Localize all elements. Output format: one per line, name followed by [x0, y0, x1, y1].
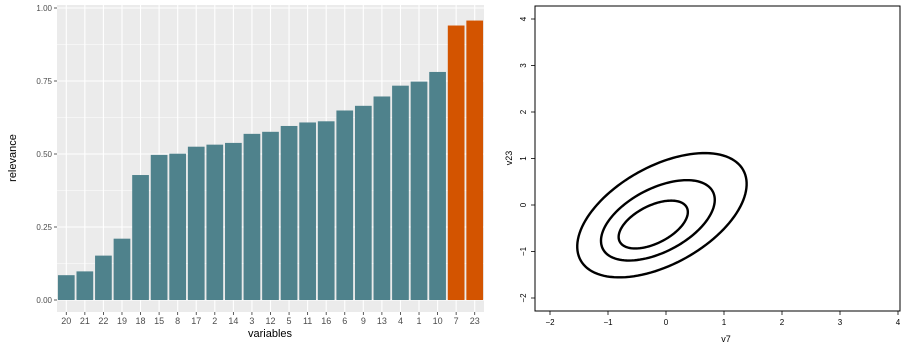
x-axis-label: variables [248, 328, 293, 340]
contour-lines [576, 151, 748, 279]
x-tick-label: 23 [470, 316, 480, 326]
y-axis-label: relevance [7, 134, 19, 182]
y-tick-label: 0.50 [36, 150, 52, 159]
y-tick-label: −2 [519, 293, 528, 303]
x-tick-label: 9 [361, 316, 366, 326]
bar-17 [187, 146, 205, 300]
relevance-bar-chart: 0.000.250.500.751.00 20 21 22 19 18 15 8 17 2 14 3… [7, 4, 484, 340]
bar-13 [373, 96, 391, 300]
x-tick-labels: 20 21 22 19 18 15 8 17 2 14 3 12 5 11 16 6 9 13 4 1 10 7 23 [61, 312, 480, 326]
x-tick-label: 18 [136, 316, 146, 326]
y-tick-label: 0 [519, 202, 528, 207]
x-tick-label: 2 [780, 318, 785, 327]
y-tick-label: 0.00 [36, 296, 52, 305]
y-axis: −2 −1 0 1 2 3 4 [519, 16, 535, 303]
x-tick-label: 11 [303, 316, 312, 326]
x-tick-label: 13 [377, 316, 387, 326]
bar-8 [169, 153, 187, 300]
bar-14 [225, 142, 242, 300]
x-tick-label: 21 [80, 316, 90, 326]
x-tick-label: 4 [398, 316, 403, 326]
y-tick-label: −1 [519, 246, 528, 256]
bar-2 [206, 144, 224, 300]
x-tick-label: 2 [212, 316, 217, 326]
x-tick-label: 8 [175, 316, 180, 326]
bar-12 [262, 131, 279, 300]
bar-4 [392, 85, 409, 300]
bar-18 [132, 175, 149, 300]
x-tick-label: 7 [454, 316, 459, 326]
x-tick-label: 4 [896, 318, 901, 327]
x-tick-label: 0 [664, 318, 669, 327]
bar-7 [447, 25, 465, 301]
y-tick-labels: 0.00 0.25 0.50 0.75 1.00 [36, 4, 57, 305]
bar-20 [57, 275, 75, 300]
x-tick-label: 3 [249, 316, 254, 326]
y-tick-label: 0.75 [36, 77, 52, 86]
x-tick-label: 12 [265, 316, 275, 326]
x-tick-label: 3 [838, 318, 843, 327]
plot-frame [534, 5, 901, 312]
y-tick-label: 3 [519, 63, 528, 68]
bar-23 [466, 20, 484, 300]
x-tick-label: 17 [191, 316, 201, 326]
bar-19 [113, 238, 131, 300]
x-tick-label: 15 [154, 316, 164, 326]
x-tick-label: 5 [287, 316, 292, 326]
bar-3 [243, 133, 261, 300]
x-tick-label: 16 [321, 316, 331, 326]
x-tick-label: 10 [433, 316, 443, 326]
y-tick-label: 2 [519, 109, 528, 114]
x-axis-label: v7 [721, 334, 731, 344]
bar-11 [299, 122, 316, 301]
x-tick-label: 19 [117, 316, 127, 326]
x-tick-label: 1 [417, 316, 422, 326]
bar-5 [280, 125, 298, 300]
bars [57, 20, 484, 301]
bar-6 [336, 110, 354, 300]
x-axis: −2 −1 0 1 2 3 4 [545, 311, 901, 327]
contour-level-1 [576, 151, 748, 279]
x-tick-label: 14 [228, 316, 238, 326]
x-tick-label: −2 [545, 318, 555, 327]
bar-10 [429, 71, 446, 300]
y-axis-label: v23 [504, 151, 514, 166]
y-tick-label: 4 [519, 16, 528, 21]
y-tick-label: 1 [519, 156, 528, 161]
x-tick-label: 22 [98, 316, 108, 326]
contour-level-2 [599, 178, 716, 262]
bar-9 [354, 105, 372, 300]
x-tick-label: −1 [603, 318, 613, 327]
y-tick-label: 1.00 [36, 4, 52, 13]
bar-22 [95, 255, 112, 300]
bar-16 [317, 121, 335, 301]
x-tick-label: 6 [342, 316, 347, 326]
contour-plot: −2 −1 0 1 2 3 4 −2 −1 0 1 2 3 4 v7 v23 [504, 5, 901, 344]
bar-21 [76, 271, 94, 300]
y-tick-label: 0.25 [36, 223, 52, 232]
bar-15 [150, 154, 168, 300]
bar-1 [410, 81, 428, 300]
x-tick-label: 20 [61, 316, 71, 326]
x-tick-label: 1 [722, 318, 727, 327]
contour-level-3 [617, 199, 690, 250]
